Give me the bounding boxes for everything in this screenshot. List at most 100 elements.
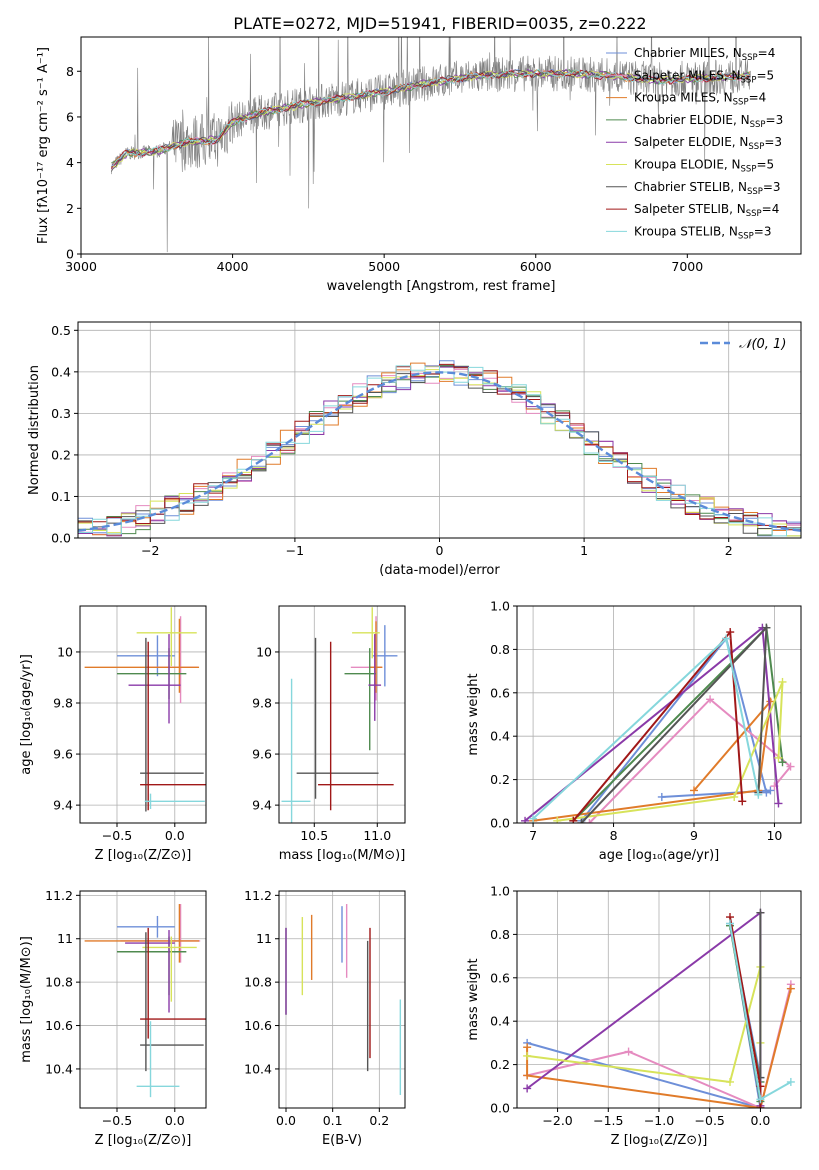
x-tick-label: 9	[690, 828, 698, 843]
y-axis-label: Flux [fλ10⁻¹⁷ erg cm⁻² s⁻¹ A⁻¹]	[36, 47, 51, 244]
plot-area	[78, 322, 801, 538]
plots-layer: 3000 4000 5000 6000 7000 0 2 4 6 8 wavelength [Ang…	[19, 36, 802, 1148]
legend-text: Salpeter STELIB, N	[634, 202, 746, 216]
y-tick-label: 0.4	[51, 364, 71, 379]
legend-subscript: SSP	[741, 165, 757, 175]
x-tick-label: 0.0	[276, 1113, 296, 1128]
legend-tail: =3	[766, 113, 784, 127]
y-tick-label: 9.4	[53, 798, 73, 813]
legend-entry: Kroupa STELIB, NSSP=3	[634, 224, 772, 241]
x-tick-label: 0.0	[165, 828, 185, 843]
x-axis-label: mass [log₁₀(M/M⊙)]	[279, 848, 406, 863]
y-tick-label: 0.8	[490, 927, 510, 942]
legend-text: Kroupa STELIB, N	[634, 224, 738, 238]
x-tick-label: −2.0	[542, 1113, 572, 1128]
y-tick-label: 9.8	[252, 696, 272, 711]
legend-entry: Chabrier STELIB, NSSP=3	[634, 180, 781, 197]
axes-frame	[80, 36, 802, 255]
plot-area	[517, 606, 801, 823]
y-tick-label: 0.2	[51, 447, 71, 462]
x-tick-label: 8	[610, 828, 618, 843]
y-axis-label: Normed distribution	[27, 365, 42, 495]
y-tick-label: 10.6	[45, 1018, 73, 1033]
x-tick-label: 0.1	[323, 1113, 343, 1128]
y-axis-label: age [log₁₀(age/yr)]	[19, 654, 34, 775]
legend-subscript: SSP	[750, 120, 766, 130]
y-axis-label: mass weight	[466, 958, 481, 1040]
y-tick-label: 0	[66, 247, 74, 262]
x-tick-label: −0.5	[102, 1113, 132, 1128]
x-tick-label: 10.5	[300, 828, 328, 843]
weight-line	[526, 988, 792, 1108]
x-tick-label: 0.2	[369, 1113, 389, 1128]
y-tick-label: 1.0	[490, 599, 510, 614]
legend-tail: =3	[763, 180, 781, 194]
figure-title: PLATE=0272, MJD=51941, FIBERID=0035, z=0…	[233, 14, 646, 33]
legend-text: Kroupa MILES, N	[634, 91, 733, 105]
plot-area	[517, 891, 801, 1108]
x-tick-label: 7	[529, 828, 537, 843]
axes-frame	[278, 605, 406, 824]
legend-text: Salpeter MILES, N	[634, 68, 741, 82]
x-tick-label: −0.5	[695, 1113, 725, 1128]
residuals-legend: 𝒩(0, 1)	[700, 337, 786, 352]
model-fit-line	[110, 69, 750, 172]
y-tick-label: 0.4	[490, 729, 510, 744]
x-tick-label: −1.5	[593, 1113, 623, 1128]
legend-entry: 𝒩(0, 1)	[739, 337, 786, 352]
x-tick-label: 5000	[368, 259, 400, 274]
legend-text: Salpeter ELODIE, N	[634, 135, 748, 149]
legend-entry: Salpeter ELODIE, NSSP=3	[634, 135, 782, 152]
legend-text: Chabrier STELIB, N	[634, 180, 747, 194]
x-tick-label: −0.5	[102, 828, 132, 843]
legend-entry: Chabrier ELODIE, NSSP=3	[634, 113, 783, 130]
y-tick-label: 4	[66, 155, 74, 170]
y-axis-label: mass weight	[466, 673, 481, 755]
x-tick-label: −1.0	[644, 1113, 674, 1128]
y-tick-label: 0.6	[490, 685, 510, 700]
panel-age_vs_mass: 10.5 11.0 9.4 9.6 9.8 10 mass [log₁₀(M/M⊙)]	[252, 605, 406, 863]
model-fit-line	[110, 69, 751, 169]
axes-frame	[79, 605, 207, 824]
weight-line	[588, 697, 792, 823]
y-tick-label: 0.3	[51, 406, 71, 421]
y-tick-label: 10.4	[244, 1061, 272, 1076]
x-tick-label: 6000	[520, 259, 552, 274]
y-tick-label: 10.8	[244, 975, 272, 990]
x-tick-label: 10	[766, 828, 782, 843]
legend-subscript: SSP	[742, 53, 758, 63]
legend-subscript: SSP	[747, 187, 763, 197]
legend-subscript: SSP	[733, 98, 749, 108]
y-tick-label: 0.6	[490, 970, 510, 985]
weight-line	[532, 698, 772, 822]
panel-mass_weight_vs_Z: −2.0 −1.5 −1.0 −0.5 0.0 0.0 0.2 0.4 0.6 0.8 1.0 Z […	[466, 884, 802, 1148]
axes-frame	[79, 890, 207, 1109]
y-tick-label: 9.6	[252, 747, 272, 762]
x-axis-label: Z [log₁₀(Z/Z⊙)]	[95, 848, 192, 863]
y-tick-label: 0.1	[51, 489, 71, 504]
panel-mass_weight_vs_age: 7 8 9 10 0.0 0.2 0.4 0.6 0.8 1.0 age [log₁₀(age/yr…	[466, 599, 802, 863]
legend-entry: Salpeter STELIB, NSSP=4	[634, 202, 779, 219]
legend-subscript: SSP	[741, 75, 757, 85]
legend-tail: =4	[749, 91, 767, 105]
legend-text: Chabrier ELODIE, N	[634, 113, 750, 127]
legend-entry: Kroupa MILES, NSSP=4	[634, 91, 766, 108]
x-axis-label: (data-model)/error	[379, 563, 500, 578]
y-tick-label: 9.4	[252, 798, 272, 813]
plot-area	[279, 606, 405, 823]
legend-tail: =4	[758, 46, 776, 60]
x-tick-label: 7000	[671, 259, 703, 274]
y-tick-label: 6	[66, 109, 74, 124]
legend-tail: =3	[754, 224, 772, 238]
plot-area	[80, 606, 206, 823]
y-tick-label: 10.8	[45, 975, 73, 990]
x-axis-label: Z [log₁₀(Z/Z⊙)]	[611, 1133, 708, 1148]
weight-line	[557, 681, 784, 822]
x-tick-label: 0.0	[165, 1113, 185, 1128]
axes-frame	[278, 890, 406, 1109]
x-axis-label: wavelength [Angstrom, rest frame]	[327, 279, 556, 294]
x-tick-label: 11.0	[363, 828, 391, 843]
x-tick-label: 4000	[217, 259, 249, 274]
y-tick-label: 0.2	[490, 1057, 510, 1072]
